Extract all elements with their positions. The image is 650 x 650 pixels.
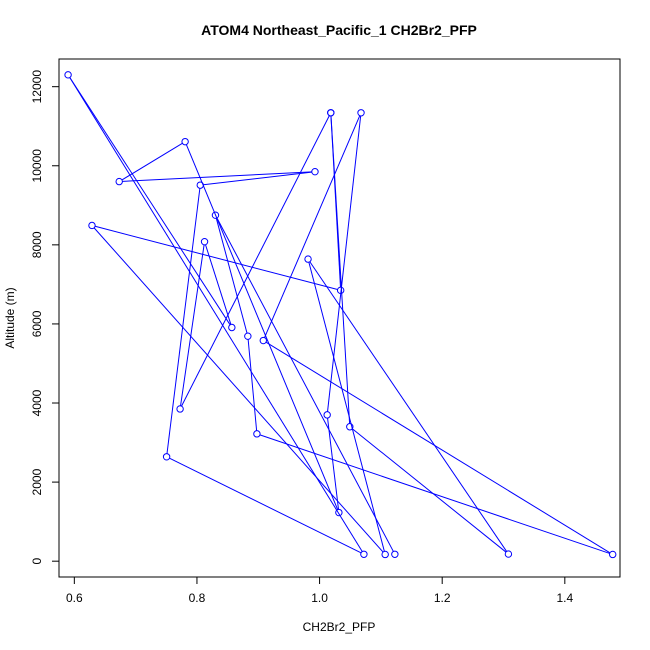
series-line-segment [205,244,232,325]
points-layer [64,71,617,559]
series-line-segment [351,428,507,553]
series-line-segment [308,262,385,552]
data-point [391,550,399,558]
y-tick-label: 12000 [30,70,44,104]
data-point [259,336,267,345]
data-point [609,550,617,559]
data-point [346,423,354,431]
series-line-segment [330,115,341,288]
series-line-segment [180,244,205,406]
y-tick-label: 8000 [30,231,44,258]
series-line-segment [169,457,362,554]
y-axis: 0 2000 4000 6000 8000 10000 12000 [30,70,60,565]
data-point [115,177,123,186]
plot-area [58,58,621,578]
series-line-segment [121,142,183,181]
data-point [88,221,96,230]
data-point [228,323,236,332]
x-tick-label: 0.8 [189,591,206,605]
series-line-segment [327,115,362,412]
y-tick-label: 10000 [30,149,44,183]
series-line-segment [93,227,384,553]
x-axis: 0.6 0.8 1.0 1.2 1.4 [66,576,573,605]
series-layer [69,77,611,554]
x-tick-label: 1.0 [311,591,328,605]
series-line-segment [181,115,330,407]
series-line-segment [166,188,201,454]
x-axis-label: CH2Br2_PFP [303,620,376,634]
y-tick-label: 2000 [30,468,44,495]
data-point [181,137,189,146]
data-point [253,430,261,438]
y-tick-label: 6000 [30,310,44,337]
data-point [336,286,345,295]
data-point [327,109,335,117]
data-point [162,453,171,461]
data-point [323,411,331,419]
series-line-segment [122,171,312,182]
data-point [381,550,389,559]
data-point [504,550,513,558]
data-point [304,255,312,263]
series-line-segment [203,171,312,186]
y-tick-label: 4000 [30,389,44,416]
y-tick-label: 0 [30,558,44,565]
series-line-segment [185,144,339,510]
data-point [244,332,252,340]
chart-title: ATOM4 Northeast_Pacific_1 CH2Br2_PFP [201,22,477,38]
data-point [64,71,72,79]
x-tick-label: 1.2 [434,591,451,605]
data-point [360,550,368,558]
series-line-segment [259,434,610,554]
data-point [335,508,343,517]
x-tick-label: 1.4 [556,591,573,605]
series-line-segment [309,261,508,552]
data-point [211,211,220,219]
data-point [200,237,209,246]
data-point [357,109,365,117]
series-line-segment [216,217,394,552]
x-tick-label: 0.6 [66,591,83,605]
series-line-segment [247,339,258,431]
data-point [311,167,319,176]
series-line-segment [69,77,363,552]
series-line-segment [265,341,611,554]
series-line-segment [327,417,340,510]
y-axis-label: Altitude (m) [3,287,17,348]
data-point [176,405,184,413]
series-line-segment [264,115,361,338]
series-line-segment [94,225,338,290]
data-point [196,181,204,189]
series-line-segment [69,77,231,326]
series-line-segment [215,218,248,334]
